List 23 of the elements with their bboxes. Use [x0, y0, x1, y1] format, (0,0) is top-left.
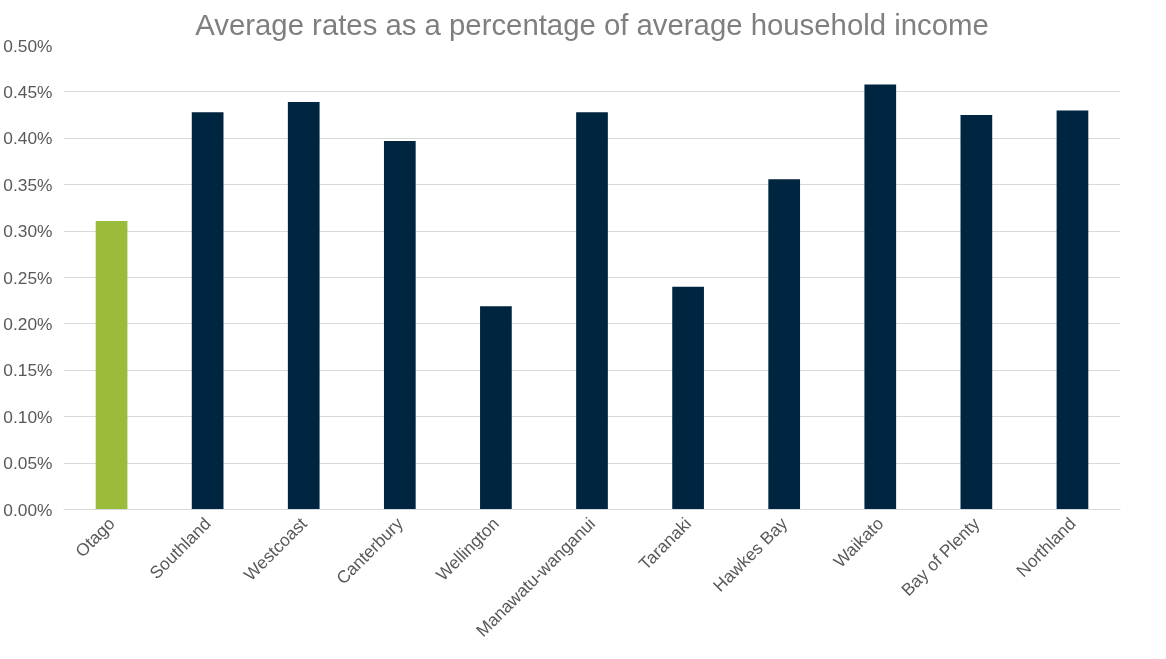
y-tick-label: 0.50% — [3, 35, 53, 56]
bar — [768, 179, 801, 510]
bar — [287, 102, 320, 510]
bar — [576, 112, 608, 510]
bar — [960, 115, 993, 510]
y-tick-label: 0.45% — [3, 81, 53, 102]
y-tick-label: 0.15% — [3, 360, 53, 381]
y-tick-label: 0.25% — [3, 267, 53, 288]
bar — [191, 112, 224, 510]
y-tick-label: 0.05% — [3, 453, 53, 474]
y-tick-label: 0.20% — [3, 313, 53, 334]
chart-title: Average rates as a percentage of average household income — [195, 7, 989, 41]
bar — [864, 84, 897, 510]
y-tick-label: 0.35% — [3, 174, 53, 195]
bar — [480, 306, 512, 510]
y-tick-label: 0.10% — [3, 406, 53, 427]
bar — [672, 286, 704, 510]
bar — [1056, 110, 1089, 510]
bar — [383, 141, 416, 510]
y-tick-label: 0.00% — [3, 499, 53, 520]
bar — [95, 220, 128, 510]
y-tick-label: 0.30% — [3, 221, 53, 242]
y-tick-label: 0.40% — [3, 128, 53, 149]
